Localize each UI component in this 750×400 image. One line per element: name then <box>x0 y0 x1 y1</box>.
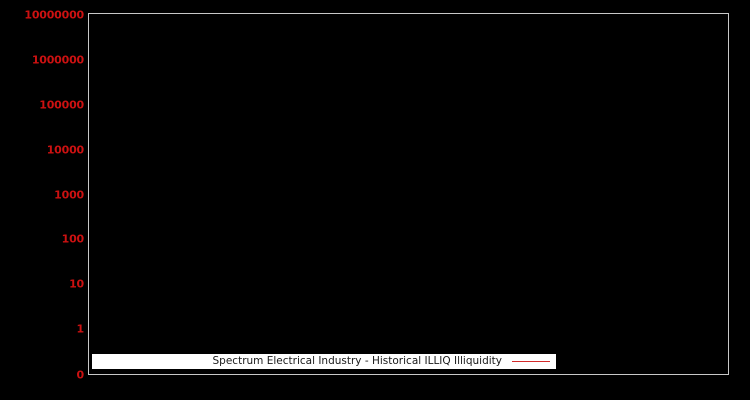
y-tick-label-100000: 100000 <box>39 98 84 112</box>
y-tick-label-10000000: 10000000 <box>24 8 84 22</box>
y-tick-label-10000: 10000 <box>46 143 84 157</box>
y-axis-tick-labels: 10000000 1000000 100000 10000 1000 100 1… <box>0 0 84 400</box>
y-tick-label-1000: 1000 <box>54 188 84 202</box>
plot-area-border <box>88 13 729 375</box>
y-tick-label-1: 1 <box>76 322 85 336</box>
y-tick-label-0: 0 <box>76 368 85 382</box>
legend: Spectrum Electrical Industry - Historica… <box>92 354 556 369</box>
y-tick-label-1000000: 1000000 <box>31 53 84 67</box>
legend-line-sample-icon <box>512 361 550 362</box>
y-tick-label-10: 10 <box>69 277 84 291</box>
series-svg <box>89 14 728 374</box>
y-tick-label-100: 100 <box>61 232 85 246</box>
legend-label: Spectrum Electrical Industry - Historica… <box>212 355 502 367</box>
data-plot-surface <box>89 14 728 374</box>
